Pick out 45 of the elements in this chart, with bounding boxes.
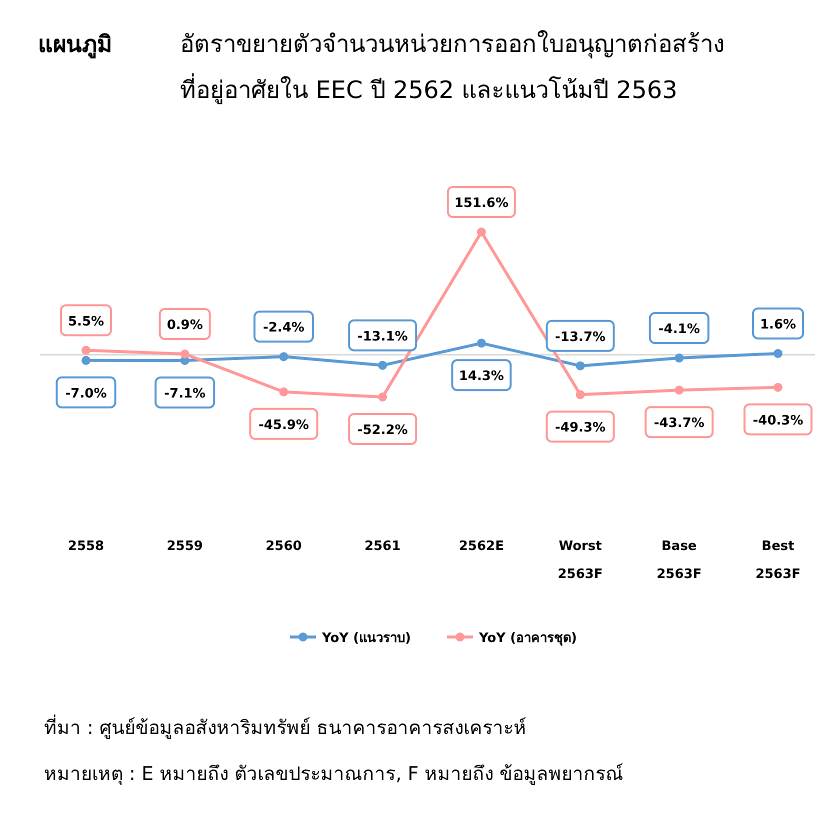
point — [279, 352, 288, 362]
data-label: 14.3% — [458, 369, 504, 384]
data-label: -40.3% — [752, 413, 804, 428]
data-label: -49.3% — [555, 420, 606, 436]
x-tick-label: 2559 — [166, 539, 203, 554]
point — [674, 354, 684, 363]
point — [774, 348, 782, 358]
point — [576, 361, 585, 370]
point — [378, 360, 388, 370]
data-label: -2.4% — [262, 320, 304, 336]
data-label: 151.6% — [454, 196, 509, 211]
data-label: -52.2% — [357, 423, 408, 438]
text: หมายเหตุ : E หมายถึง ตัวเลขประมาณการ, F หมายถึง ข้อมูลพยากรณ์ — [44, 763, 624, 786]
data-label: -13.7% — [555, 330, 606, 345]
point — [378, 392, 388, 402]
point — [674, 386, 684, 395]
x-tick-label: 2561 — [364, 539, 401, 554]
data-label: -4.1% — [658, 322, 700, 338]
x-tick-label: 2562E — [458, 539, 504, 554]
data-label: 1.6% — [760, 317, 796, 332]
legend-label: YoY (อาคารชุด) — [478, 631, 577, 646]
data-label: -45.9% — [258, 418, 309, 433]
chart-subtitle: แผนภูมิ — [38, 32, 112, 59]
point — [82, 346, 90, 355]
legend-label: YoY (แนวราบ) — [321, 631, 411, 646]
x-tick-label: Best 2563F — [755, 539, 801, 582]
chart-title: อัตราขยายตัวจำนวนหน่วยการออกใบอนุญาตก่อสร้าง ที่อยู่อาศัยใน EEC ปี 2562 และแนวโน้มปี 2563 — [180, 30, 725, 105]
data-label: -7.0% — [65, 386, 107, 402]
x-tick-label: Base 2563F — [656, 539, 702, 582]
point — [576, 390, 585, 400]
data-label: 0.9% — [166, 318, 203, 334]
point — [279, 387, 288, 396]
data-label: -43.7% — [654, 416, 704, 432]
data-label: 5.5% — [68, 314, 104, 330]
point — [476, 228, 486, 236]
x-tick-label: 2558 — [68, 539, 104, 554]
point — [180, 350, 190, 359]
x-tick-label: Worst 2563F — [558, 539, 603, 582]
point — [476, 338, 486, 348]
point — [82, 356, 90, 365]
point — [774, 382, 782, 392]
data-label: -13.1% — [357, 329, 408, 344]
data-label: -7.1% — [164, 386, 206, 402]
x-tick-label: 2560 — [266, 539, 302, 554]
text: ที่มา : ศูนย์ข้อมูลอสังหาริมทรัพย์ ธนาคารอาคารสงเคราะห์ — [44, 714, 527, 739]
